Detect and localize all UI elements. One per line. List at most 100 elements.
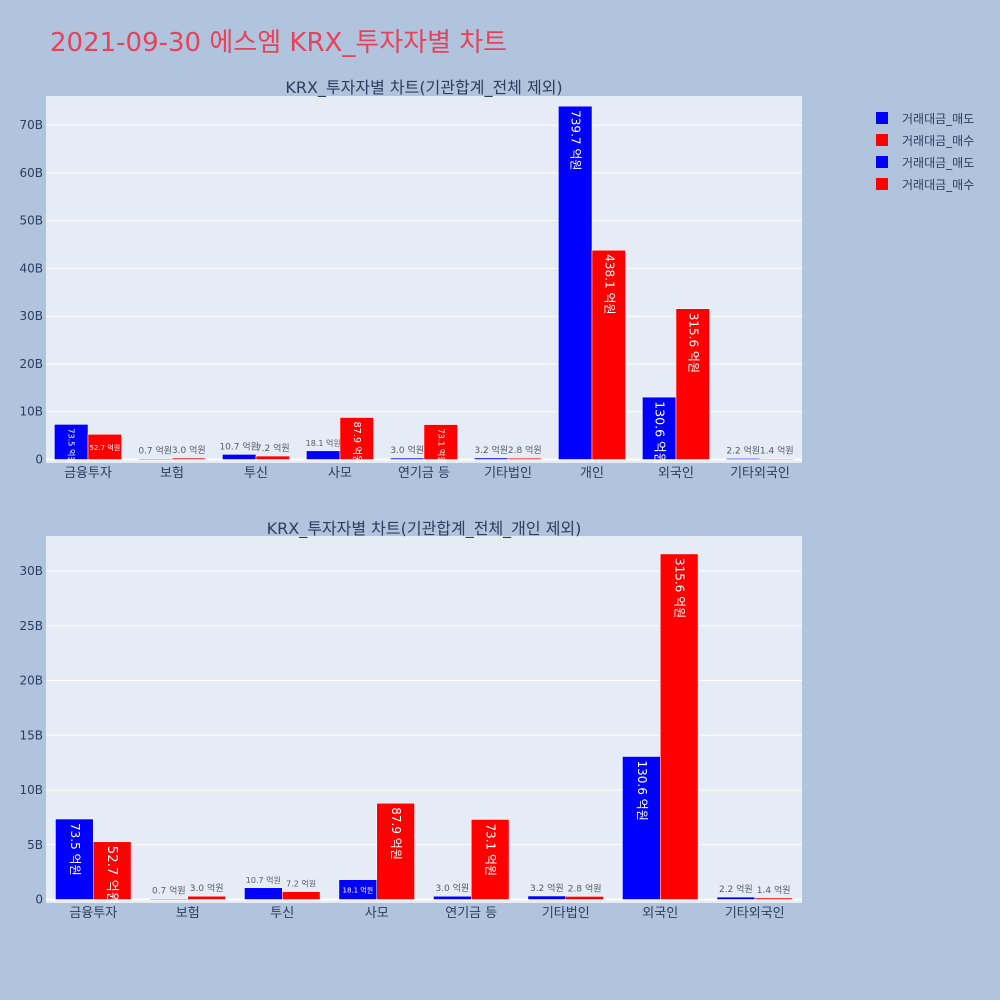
- y-tick-label: 0: [35, 893, 43, 907]
- y-tick-label: 70B: [19, 118, 43, 132]
- data-label: 130.6 억원: [653, 401, 668, 464]
- bar-buy: [471, 819, 510, 900]
- data-label: 3.0 억원: [390, 444, 424, 456]
- y-tick-label: 30B: [19, 309, 43, 323]
- x-tick-label: 금융투자: [69, 906, 117, 921]
- x-tick-label: 투신: [244, 466, 268, 481]
- y-tick-label: 50B: [19, 214, 43, 228]
- y-tick-label: 0: [35, 453, 43, 467]
- chart-title: KRX_투자자별 차트(기관합계_전체 제외): [285, 78, 562, 98]
- data-label: 2.2 억원: [726, 444, 760, 456]
- x-tick-label: 기타외국인: [730, 466, 790, 481]
- bar-buy: [376, 803, 415, 900]
- bar-sell: [390, 457, 425, 460]
- data-label: 10.7 억원: [219, 440, 258, 452]
- y-tick-label: 30B: [19, 564, 43, 578]
- data-label: 52.7 억원: [89, 443, 120, 452]
- y-tick-label: 40B: [19, 261, 43, 275]
- bar-buy: [660, 553, 699, 900]
- bar-buy: [591, 249, 626, 460]
- bar-sell: [138, 458, 173, 460]
- legend-swatch: [876, 156, 888, 168]
- x-tick-label: 금융투자: [64, 466, 112, 481]
- bar-sell: [642, 396, 677, 460]
- legend-item[interactable]: 거래대금_매수: [876, 173, 974, 195]
- bar-sell: [244, 887, 283, 900]
- data-label: 1.4 억원: [757, 884, 791, 896]
- x-tick-label: 외국인: [642, 906, 678, 921]
- data-label: 73.1 억원: [484, 823, 498, 876]
- legend-label: 거래대금_매도: [902, 155, 975, 170]
- bar-buy: [339, 417, 374, 460]
- data-label: 3.0 억원: [190, 882, 224, 894]
- data-label: 18.1 억원: [306, 438, 341, 448]
- y-tick-label: 10B: [19, 405, 43, 419]
- page-title: 2021-09-30 에스엠 KRX_투자자별 차트: [50, 28, 508, 58]
- data-label: 3.0 억원: [435, 882, 469, 894]
- data-label: 7.2 억원: [256, 442, 290, 454]
- bar-buy: [754, 897, 793, 900]
- data-label: 130.6 억원: [635, 761, 649, 821]
- bar-sell: [222, 454, 257, 460]
- legend-item[interactable]: 거래대금_매도: [876, 107, 974, 129]
- data-label: 10.7 억원: [246, 875, 281, 885]
- data-label: 3.2 억원: [474, 444, 508, 456]
- data-label: 2.8 억원: [508, 444, 542, 456]
- data-label: 0.7 억원: [152, 885, 186, 897]
- y-tick-label: 25B: [19, 619, 43, 633]
- legend-item[interactable]: 거래대금_매수: [876, 129, 974, 151]
- data-label: 2.8 억원: [568, 882, 602, 894]
- x-tick-label: 기타법인: [542, 906, 590, 921]
- legend[interactable]: 거래대금_매도 거래대금_매수 거래대금_매도 거래대금_매수: [876, 107, 974, 195]
- bar-sell: [622, 756, 661, 900]
- x-tick-label: 기타외국인: [725, 906, 785, 921]
- bar-sell: [527, 895, 567, 900]
- bar-buy: [255, 455, 290, 460]
- y-tick-label: 15B: [19, 728, 43, 742]
- legend-label: 거래대금_매도: [902, 111, 975, 126]
- x-tick-label: 외국인: [658, 466, 694, 481]
- bar-buy: [507, 457, 542, 460]
- legend-item[interactable]: 거래대금_매도: [876, 151, 974, 173]
- data-label: 315.6 억원: [686, 313, 700, 373]
- data-label: 1.4 억원: [760, 445, 794, 457]
- bar-sell: [726, 458, 761, 460]
- bar-buy: [171, 457, 206, 460]
- y-tick-label: 20B: [19, 357, 43, 371]
- bar-buy: [282, 891, 321, 900]
- bar-sell: [558, 105, 593, 460]
- bar-sell: [716, 896, 756, 900]
- data-label: 3.2 억원: [530, 882, 564, 894]
- legend-swatch: [876, 178, 888, 190]
- bar-buy: [565, 896, 604, 900]
- bar-sell: [149, 898, 188, 900]
- data-label: 87.9 억원: [389, 807, 403, 860]
- data-label: 739.7 억원: [569, 110, 583, 170]
- y-tick-label: 60B: [19, 166, 43, 180]
- data-label: 87.9 억원: [351, 422, 363, 464]
- x-tick-label: 기타법인: [484, 466, 532, 481]
- bar-buy: [87, 434, 122, 460]
- x-tick-label: 연기금 등: [398, 466, 450, 481]
- bar-buy: [187, 895, 226, 900]
- data-label: 3.0 억원: [172, 444, 206, 456]
- data-label: 73.5 억원: [68, 823, 82, 876]
- data-label: 73.5 억원: [67, 428, 77, 464]
- legend-label: 거래대금_매수: [902, 177, 975, 192]
- x-tick-label: 보험: [176, 906, 200, 921]
- bar-buy: [423, 424, 458, 460]
- x-tick-label: 개인: [580, 466, 604, 481]
- data-label: 52.7 억원: [104, 846, 120, 904]
- bar-buy: [93, 841, 132, 900]
- bar-buy: [759, 458, 794, 460]
- data-label: 438.1 억원: [602, 254, 616, 314]
- data-label: 2.2 억원: [719, 883, 753, 895]
- data-label: 0.7 억원: [138, 445, 172, 457]
- x-tick-label: 연기금 등: [445, 906, 497, 921]
- x-tick-label: 사모: [328, 466, 352, 481]
- x-tick-label: 투신: [270, 906, 294, 921]
- x-tick-label: 사모: [365, 906, 389, 921]
- data-label: 18.1 억원: [342, 886, 373, 895]
- bar-sell: [55, 818, 94, 900]
